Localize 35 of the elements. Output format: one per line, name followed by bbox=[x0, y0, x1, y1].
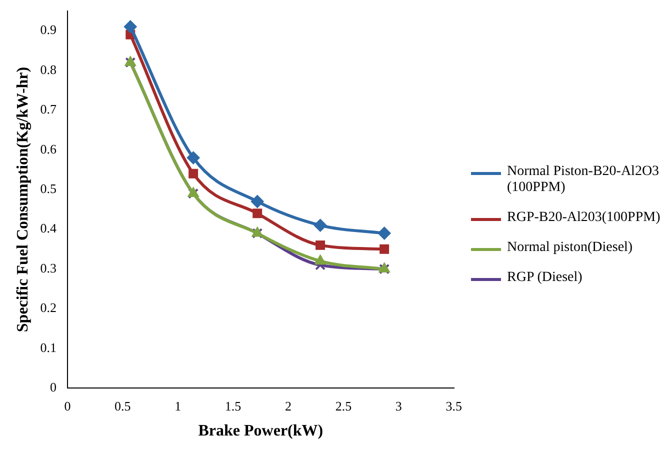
y-tick-label: 0.4 bbox=[40, 220, 57, 236]
y-tick-label: 0.2 bbox=[40, 300, 56, 316]
y-tick-label: 0 bbox=[50, 380, 56, 395]
x-tick-label: 3 bbox=[395, 398, 402, 414]
legend-label: Normal piston(Diesel) bbox=[507, 240, 633, 256]
x-tick-label: 2 bbox=[285, 398, 292, 414]
x-tick-label: 0.5 bbox=[114, 398, 131, 414]
point bbox=[314, 218, 327, 232]
x-tick-label: 1.5 bbox=[224, 398, 242, 414]
legend-label: RGP-B20-Al203(100PPM) bbox=[507, 210, 660, 226]
y-tick-label: 0.7 bbox=[40, 102, 57, 117]
legend-label: Normal Piston-B20-Al2O3 (100PPM) bbox=[507, 164, 660, 196]
point bbox=[315, 260, 326, 270]
point bbox=[380, 244, 390, 254]
x-tick-label: 2.5 bbox=[335, 398, 352, 414]
point bbox=[378, 226, 391, 240]
y-tick-label: 0.9 bbox=[40, 22, 56, 38]
y-tick-label: 0.3 bbox=[40, 260, 56, 276]
y-tick-label: 0.5 bbox=[40, 180, 56, 196]
point bbox=[316, 240, 326, 250]
legend-label: RGP (Diesel) bbox=[507, 270, 582, 286]
x-axis-title: Brake Power(kW) bbox=[198, 422, 324, 440]
point bbox=[252, 208, 262, 218]
y-tick-label: 0.6 bbox=[40, 141, 57, 156]
x-tick-label: 0 bbox=[64, 398, 71, 414]
point bbox=[124, 20, 137, 34]
y-tick-label: 0.1 bbox=[40, 340, 56, 355]
x-tick-label: 1 bbox=[174, 398, 182, 414]
x-tick-label: 3.5 bbox=[446, 398, 462, 414]
point bbox=[314, 254, 326, 265]
y-axis-title: Specific Fuel Consumption(Kg/kW-hr) bbox=[14, 66, 32, 332]
point bbox=[188, 168, 198, 178]
point bbox=[250, 194, 264, 208]
point bbox=[186, 151, 200, 164]
y-tick-label: 0.8 bbox=[40, 62, 56, 77]
